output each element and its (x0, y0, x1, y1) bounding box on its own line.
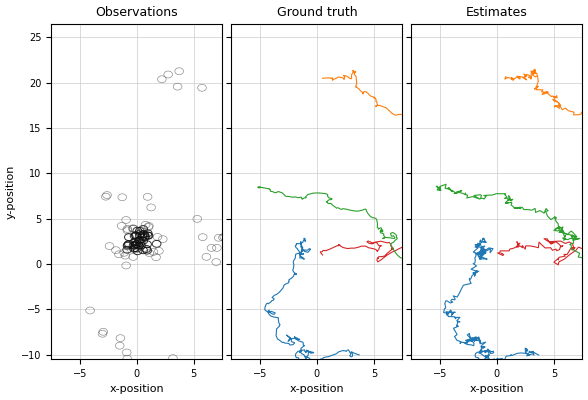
Title: Estimates: Estimates (466, 6, 528, 18)
X-axis label: x-position: x-position (289, 384, 344, 394)
Y-axis label: y-position: y-position (5, 164, 15, 219)
Title: Ground truth: Ground truth (276, 6, 357, 18)
Title: Observations: Observations (95, 6, 178, 18)
X-axis label: x-position: x-position (470, 384, 524, 394)
X-axis label: x-position: x-position (109, 384, 164, 394)
